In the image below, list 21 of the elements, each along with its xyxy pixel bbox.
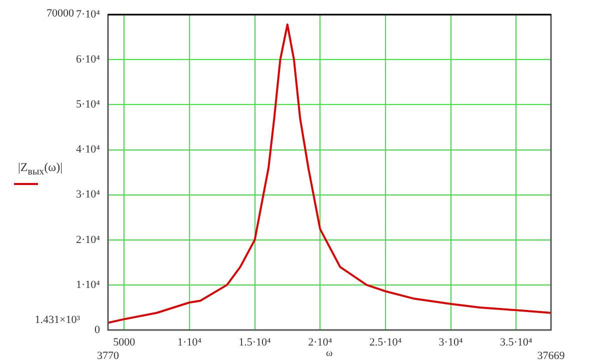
y-tick-label: 7·10⁴ [76,8,100,20]
text: 3770 [97,350,120,362]
x-axis-title: ω [326,348,333,359]
y-tick-label: 1·10⁴ [76,278,100,291]
y-tick-label: 5·10⁴ [76,98,100,111]
y-axis-title: |Z$_{вых}$(ω)| [18,160,62,178]
x-tick-label: 1.5·10⁴ [238,336,272,348]
x-tick-label: 2.5·10⁴ [369,336,402,348]
x-tick-label: 3.5·10⁴ [500,336,532,348]
x-tick-label: 5000 [113,336,136,348]
y-tick-label: 6·10⁴ [76,54,100,66]
x-tick-label: 1·10⁴ [177,336,202,348]
x-tick-label: 3·10⁴ [438,336,463,348]
y-tick-label: 4·10⁴ [76,144,100,156]
text: 70000 [46,7,74,20]
y-tick-label: 2·10⁴ [76,234,100,246]
y-tick-label: 0 [94,324,100,336]
text: 1.431×10³ [34,314,81,326]
y-tick-label: 3·10⁴ [76,188,100,201]
text: 37669 [537,350,566,362]
x-tick-label: 2·10⁴ [308,336,332,348]
